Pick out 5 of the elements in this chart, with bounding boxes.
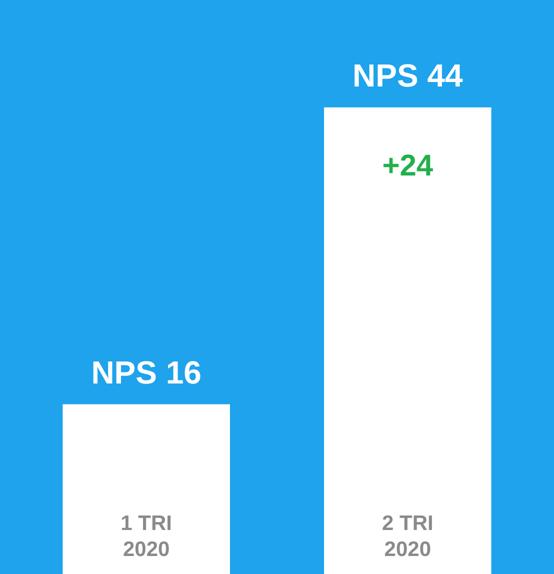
x-tick-label: 2 TRI 2020	[382, 512, 434, 561]
annotation: +24	[382, 149, 434, 182]
data-label: NPS 16	[91, 354, 202, 390]
data-label: NPS 44	[352, 57, 464, 94]
x-tick-label: 1 TRI 2020	[120, 512, 172, 561]
